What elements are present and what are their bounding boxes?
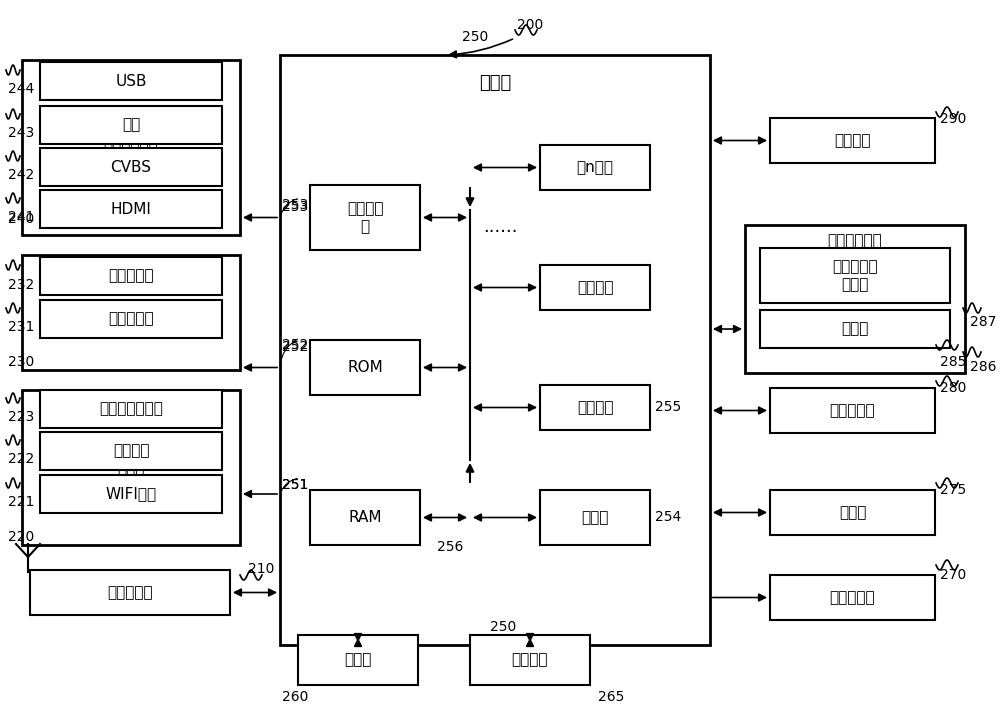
Text: ROM: ROM — [347, 360, 383, 375]
Bar — [310, 185, 420, 250]
Bar — [280, 55, 710, 645]
Text: 260: 260 — [282, 690, 308, 704]
Bar — [770, 490, 935, 535]
Bar — [40, 390, 222, 428]
Text: 分量: 分量 — [122, 117, 140, 132]
Text: 251: 251 — [282, 478, 308, 492]
Text: 241: 241 — [8, 210, 34, 224]
Text: 扬声器: 扬声器 — [841, 321, 869, 337]
Text: 第n接口: 第n接口 — [576, 160, 614, 175]
Text: 231: 231 — [8, 320, 34, 334]
Text: 外部装置接口: 外部装置接口 — [104, 140, 158, 155]
Text: 286: 286 — [970, 360, 996, 374]
Text: 调谐解调器: 调谐解调器 — [107, 585, 153, 600]
Text: 供电电源: 供电电源 — [834, 133, 871, 148]
Text: USB: USB — [115, 74, 147, 88]
Text: 视频处理器: 视频处理器 — [830, 590, 875, 605]
Bar — [470, 635, 590, 685]
Text: 显示器: 显示器 — [839, 505, 866, 520]
Bar — [770, 575, 935, 620]
Text: 第二接口: 第二接口 — [577, 280, 613, 295]
Text: 存储器: 存储器 — [344, 652, 372, 668]
Text: 244: 244 — [8, 82, 34, 96]
Bar — [30, 570, 230, 615]
Text: 253: 253 — [282, 198, 308, 212]
Bar — [40, 475, 222, 513]
Text: 230: 230 — [8, 355, 34, 369]
Text: 252: 252 — [282, 340, 308, 354]
Text: RAM: RAM — [348, 510, 382, 525]
Bar — [40, 190, 222, 228]
Text: 252: 252 — [282, 338, 308, 352]
Text: 287: 287 — [970, 315, 996, 329]
Bar — [760, 248, 950, 303]
Text: 音频输出接口: 音频输出接口 — [828, 234, 882, 248]
Bar — [40, 106, 222, 144]
Text: 251: 251 — [282, 478, 308, 492]
Text: 通信器: 通信器 — [117, 460, 145, 475]
Text: 第一接口: 第一接口 — [577, 400, 613, 415]
Text: 图形处理
器: 图形处理 器 — [347, 201, 383, 235]
Text: 265: 265 — [598, 690, 624, 704]
Text: 290: 290 — [940, 112, 966, 126]
Text: 声音采集器: 声音采集器 — [108, 311, 154, 327]
Bar — [540, 385, 650, 430]
Text: 250: 250 — [462, 30, 488, 44]
Bar — [40, 62, 222, 100]
Text: 254: 254 — [655, 510, 681, 524]
Bar — [770, 118, 935, 163]
Text: 210: 210 — [248, 562, 274, 576]
Text: 256: 256 — [437, 540, 463, 554]
Text: 242: 242 — [8, 168, 34, 182]
Bar — [22, 255, 240, 370]
Text: ......: ...... — [483, 219, 517, 237]
Text: 285: 285 — [940, 355, 966, 369]
Bar — [540, 145, 650, 190]
Text: 280: 280 — [940, 381, 966, 395]
Text: 240: 240 — [8, 212, 34, 226]
Text: 250: 250 — [490, 620, 516, 634]
Text: 220: 220 — [8, 530, 34, 544]
Bar — [40, 148, 222, 186]
Bar — [22, 390, 240, 545]
Bar — [40, 300, 222, 338]
Bar — [310, 490, 420, 545]
Text: 223: 223 — [8, 410, 34, 424]
Bar — [770, 388, 935, 433]
Text: 用户接口: 用户接口 — [512, 652, 548, 668]
Text: WIFI模块: WIFI模块 — [105, 487, 157, 502]
Text: 253: 253 — [282, 200, 308, 214]
Text: 200: 200 — [517, 18, 543, 32]
Text: 外接音响输
出端子: 外接音响输 出端子 — [832, 258, 878, 292]
Bar — [540, 265, 650, 310]
Text: 处理器: 处理器 — [581, 510, 609, 525]
Text: 221: 221 — [8, 495, 34, 509]
Text: 270: 270 — [940, 568, 966, 582]
Bar — [298, 635, 418, 685]
Text: 图像采集器: 图像采集器 — [108, 269, 154, 284]
Bar — [40, 257, 222, 295]
Text: 控制器: 控制器 — [479, 74, 511, 92]
Text: HDMI: HDMI — [111, 201, 151, 216]
Bar — [310, 340, 420, 395]
Bar — [745, 225, 965, 373]
Text: 232: 232 — [8, 278, 34, 292]
Bar — [22, 60, 240, 235]
Text: 检测器: 检测器 — [117, 305, 145, 320]
Text: 音频处理器: 音频处理器 — [830, 403, 875, 418]
Text: 275: 275 — [940, 483, 966, 497]
Text: CVBS: CVBS — [110, 159, 152, 174]
Bar — [760, 310, 950, 348]
Text: 243: 243 — [8, 126, 34, 140]
Text: 蓝牙模块: 蓝牙模块 — [113, 444, 149, 458]
Text: 有线以太网模块: 有线以太网模块 — [99, 402, 163, 416]
Bar — [40, 432, 222, 470]
Bar — [540, 490, 650, 545]
Text: 255: 255 — [655, 400, 681, 414]
Text: 222: 222 — [8, 452, 34, 466]
